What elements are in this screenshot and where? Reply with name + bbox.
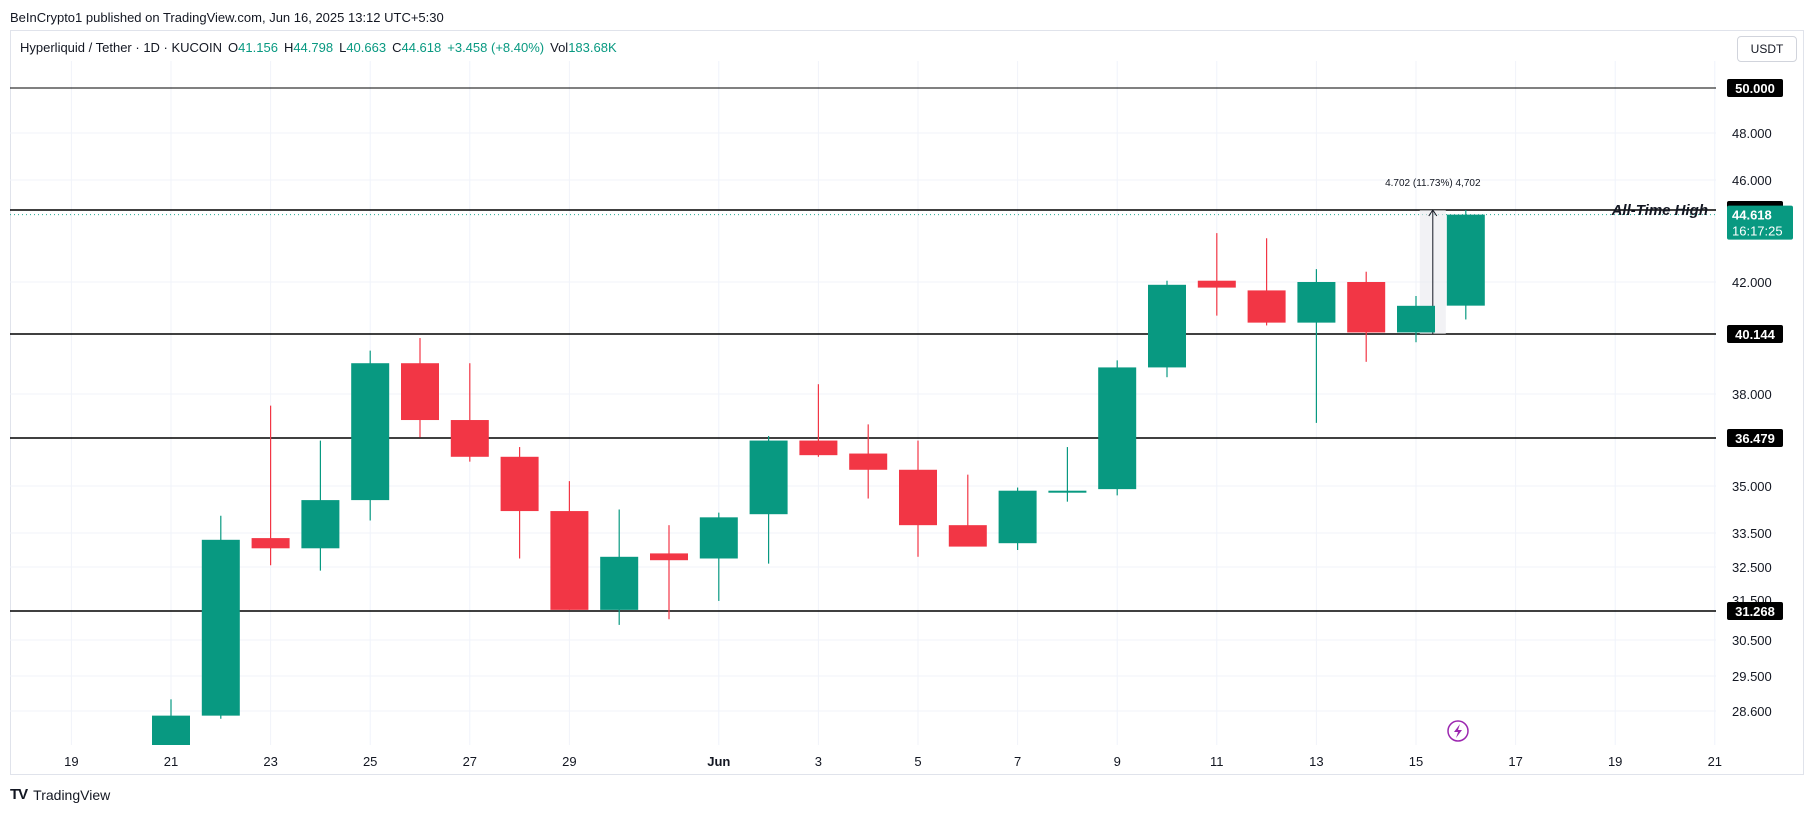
chart-frame: [10, 30, 1804, 775]
candle-body: [699, 517, 738, 559]
candle-body: [152, 715, 190, 745]
candle-body: [600, 556, 639, 610]
current-price-label: 44.618: [1732, 208, 1772, 223]
legend-volume-label: Vol: [550, 40, 569, 55]
candle-body: [899, 469, 937, 526]
x-tick-label: 21: [1708, 754, 1722, 769]
candle-body: [749, 440, 788, 515]
symbol-legend: Hyperliquid / Tether · 1D · KUCOIN O41.1…: [20, 40, 617, 55]
candle-body: [251, 538, 290, 549]
x-tick-label: 17: [1508, 754, 1522, 769]
lightning-bolt-icon: [1454, 724, 1462, 738]
x-tick-label: 15: [1409, 754, 1423, 769]
y-tick-label: 38.000: [1732, 387, 1772, 402]
candle-body: [351, 363, 390, 501]
current-price-badge: [1727, 205, 1793, 240]
candle-body: [998, 490, 1037, 544]
price-level-badge: [1727, 325, 1783, 343]
x-tick-label: Jun: [707, 754, 730, 769]
y-tick-label: 29.500: [1732, 669, 1772, 684]
candle-body: [849, 453, 888, 470]
candle-body: [201, 539, 240, 716]
price-level-label: 50.000: [1735, 81, 1775, 96]
x-tick-label: 9: [1114, 754, 1121, 769]
candle-body: [401, 363, 439, 421]
tradingview-mark-icon: TV: [10, 786, 28, 803]
price-level-label: 40.144: [1735, 327, 1776, 342]
y-tick-label: 35.000: [1732, 479, 1772, 494]
legend-open-label: O: [228, 40, 239, 55]
legend-open-value: 41.156: [238, 40, 278, 55]
y-tick-label: 33.500: [1732, 526, 1772, 541]
publish-credit: BeInCrypto1 published on TradingView.com…: [10, 10, 444, 25]
x-tick-label: 7: [1014, 754, 1021, 769]
x-tick-label: 23: [263, 754, 277, 769]
price-level-badge: [1727, 602, 1783, 620]
y-tick-label: 46.000: [1732, 173, 1772, 188]
candle-body: [1397, 305, 1435, 333]
candle-body: [650, 553, 688, 561]
price-level-badge: [1727, 429, 1783, 447]
tradingview-logo[interactable]: TV TradingView: [10, 786, 110, 803]
candle-body: [948, 525, 987, 547]
legend-symbol[interactable]: Hyperliquid / Tether · 1D · KUCOIN: [20, 40, 223, 55]
x-tick-label: 19: [1608, 754, 1622, 769]
x-tick-label: 25: [363, 754, 377, 769]
legend-high-label: H: [283, 40, 294, 55]
lightning-icon: [1447, 720, 1469, 742]
measure-arrowhead: [1428, 209, 1438, 217]
legend-low-label: L: [339, 40, 347, 55]
y-tick-label: 30.500: [1732, 633, 1772, 648]
candle-body: [1446, 214, 1485, 306]
ath-annotation: All-Time High: [1611, 202, 1708, 219]
currency-button[interactable]: USDT: [1737, 36, 1797, 62]
x-tick-label: 29: [562, 754, 576, 769]
candle-body: [301, 500, 340, 549]
candle-body: [1247, 290, 1286, 323]
x-tick-label: 5: [914, 754, 921, 769]
candle-body: [450, 420, 489, 457]
candle-body: [1148, 284, 1186, 368]
candle-body: [1197, 280, 1236, 288]
price-level-label: 31.268: [1735, 604, 1775, 619]
measure-label: 4.702 (11.73%) 4,702: [1385, 178, 1481, 189]
legend-volume-value: 183.68K: [568, 40, 617, 55]
legend-change: +3.458 (+8.40%): [447, 40, 545, 55]
legend-low-value: 40.663: [346, 40, 387, 55]
y-tick-label: 48.000: [1732, 126, 1772, 141]
legend-high-value: 44.798: [293, 40, 334, 55]
x-tick-label: 3: [815, 754, 822, 769]
candle-body: [1347, 282, 1386, 333]
candle-body: [1297, 282, 1336, 323]
countdown-label: 16:17:25: [1732, 224, 1783, 239]
y-tick-label: 28.600: [1732, 704, 1772, 719]
candle-body: [550, 511, 589, 610]
candle-body: [799, 440, 838, 456]
candle-body: [500, 456, 539, 512]
price-level-badge: [1727, 79, 1783, 97]
y-tick-label: 42.000: [1732, 275, 1772, 290]
x-tick-label: 13: [1309, 754, 1323, 769]
x-tick-label: 27: [463, 754, 477, 769]
legend-close-label: C: [392, 40, 402, 55]
x-tick-label: 19: [64, 754, 78, 769]
legend-close-value: 44.618: [401, 40, 442, 55]
x-tick-label: 21: [164, 754, 178, 769]
y-tick-label: 32.500: [1732, 560, 1772, 575]
price-level-label: 36.479: [1735, 431, 1775, 446]
candle-body: [1048, 490, 1087, 493]
tradingview-brand: TradingView: [33, 786, 111, 803]
x-tick-label: 11: [1210, 754, 1224, 769]
candle-body: [1098, 367, 1137, 490]
